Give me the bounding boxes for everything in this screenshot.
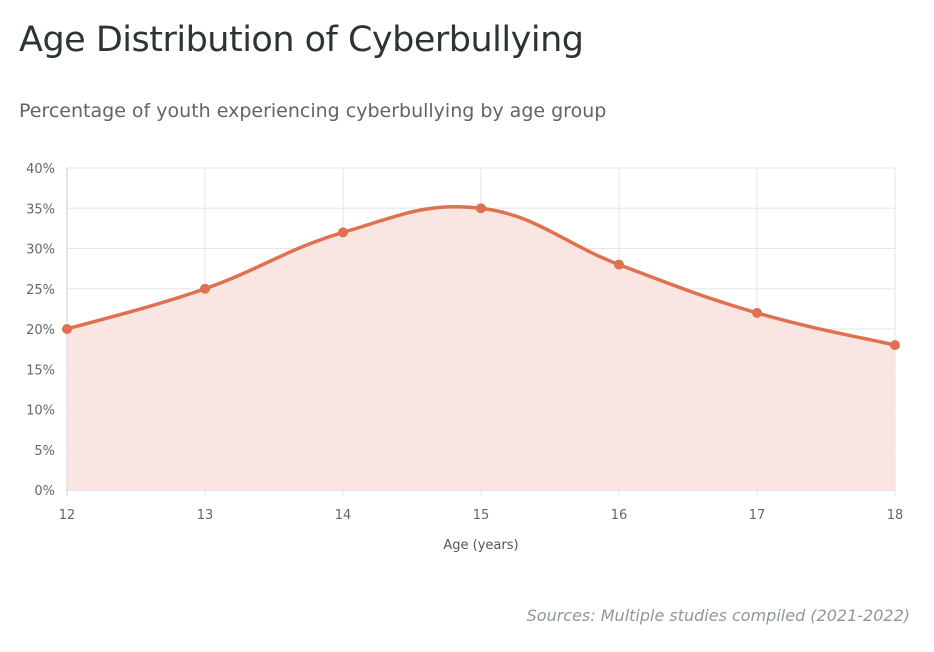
data-point [476, 203, 486, 214]
data-point [752, 307, 762, 318]
data-point [614, 259, 624, 270]
y-tick-label: 15% [26, 363, 55, 378]
y-tick-label: 35% [26, 202, 55, 217]
chart-subtitle: Percentage of youth experiencing cyberbu… [19, 100, 607, 122]
x-tick-label: 13 [197, 508, 214, 523]
y-tick-label: 10% [26, 404, 55, 419]
source-note: Sources: Multiple studies compiled (2021… [526, 606, 910, 625]
x-tick-label: 16 [611, 508, 628, 523]
y-tick-label: 5% [34, 444, 55, 459]
area-fill [67, 206, 895, 490]
x-tick-label: 17 [749, 508, 766, 523]
y-tick-label: 40% [26, 162, 55, 177]
y-tick-label: 30% [26, 243, 55, 258]
y-tick-label: 25% [26, 283, 55, 298]
x-tick-label: 12 [59, 508, 76, 523]
data-point [890, 340, 900, 351]
data-point [62, 324, 72, 334]
chart-title: Age Distribution of Cyberbullying [19, 20, 584, 60]
x-tick-label: 14 [335, 508, 352, 523]
y-tick-label: 0% [34, 484, 55, 499]
data-point [200, 283, 210, 294]
data-point [338, 227, 348, 238]
x-tick-label: 15 [473, 508, 490, 523]
y-tick-label: 20% [26, 323, 55, 338]
x-tick-label: 18 [887, 508, 904, 523]
line-chart: 0% 5% 10% 15% 20% 25% 30% 35% 40% 12 13 14 15 16 17 18 A… [26, 162, 904, 553]
x-axis-label: Age (years) [443, 538, 518, 553]
